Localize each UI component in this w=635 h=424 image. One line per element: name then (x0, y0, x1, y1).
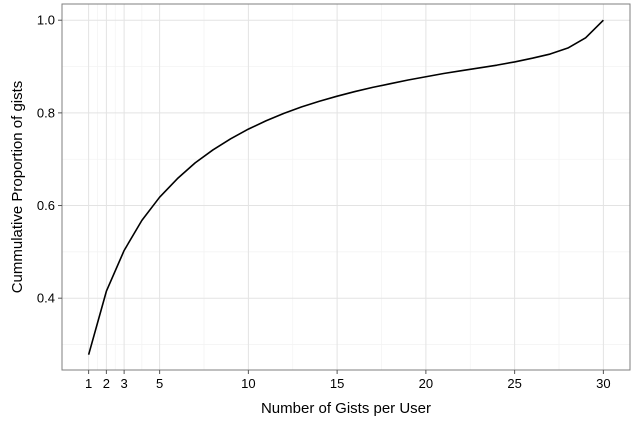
x-tick-label: 2 (103, 376, 110, 391)
minor-gridlines (62, 4, 630, 370)
x-tick-label: 3 (121, 376, 128, 391)
y-tick-label: 0.6 (37, 198, 55, 213)
plot-panel-border (61, 3, 631, 371)
x-tick-labels: 1 2 3 5 10 15 20 25 30 (85, 376, 611, 391)
x-tick-label: 1 (85, 376, 92, 391)
x-tick-label: 30 (596, 376, 610, 391)
axis-ticks (58, 19, 604, 374)
x-tick-label: 20 (419, 376, 433, 391)
x-axis-title: Number of Gists per User (261, 400, 431, 417)
y-tick-label: 1.0 (37, 13, 55, 28)
major-gridlines (62, 4, 630, 370)
y-axis-title: Cummulative Proportion of gists (9, 81, 26, 294)
series-layer (87, 19, 604, 355)
x-tick-label: 15 (330, 376, 344, 391)
x-tick-label: 5 (156, 376, 163, 391)
y-tick-labels: 0.4 0.6 0.8 1.0 (37, 13, 55, 306)
series-line (87, 19, 604, 355)
x-tick-label: 25 (507, 376, 521, 391)
x-tick-label: 10 (241, 376, 255, 391)
y-tick-label: 0.8 (37, 105, 55, 120)
y-tick-label: 0.4 (37, 291, 55, 306)
